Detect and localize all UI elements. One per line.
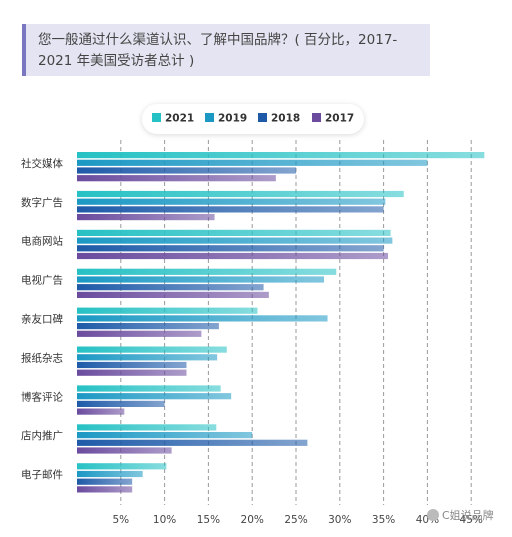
bar <box>77 315 328 322</box>
bar <box>77 229 391 236</box>
bar <box>77 237 393 244</box>
bar <box>77 354 218 361</box>
legend-swatch-2021 <box>152 113 161 122</box>
bar <box>77 252 388 260</box>
category-label: 电商网站 <box>21 235 63 248</box>
category-label: 电视广告 <box>21 274 63 287</box>
bar <box>77 463 167 470</box>
bar <box>77 424 217 431</box>
bar <box>77 369 187 376</box>
bar <box>77 291 269 298</box>
legend <box>142 104 364 134</box>
legend-label-2017: 2017 <box>325 113 354 125</box>
legend-swatch-2017 <box>312 113 321 122</box>
legend-label-2019: 2019 <box>218 113 247 125</box>
bar <box>77 167 296 174</box>
bar <box>77 206 384 213</box>
bar <box>77 307 258 314</box>
bar <box>77 175 276 182</box>
bar <box>77 408 125 415</box>
category-label: 报纸杂志 <box>21 351 63 364</box>
bar <box>77 214 215 221</box>
bar <box>77 330 202 337</box>
x-tick-label: 15% <box>197 514 220 526</box>
category-label: 亲友口碑 <box>21 313 63 326</box>
bar <box>77 284 264 291</box>
bar <box>77 478 133 485</box>
x-tick-label: 45% <box>460 514 483 526</box>
bar <box>77 432 253 439</box>
bar <box>77 447 172 454</box>
legend-swatch-2018 <box>258 113 267 122</box>
x-tick-label: 30% <box>328 514 351 526</box>
bar <box>77 268 337 275</box>
bar <box>77 400 165 407</box>
bar <box>77 346 227 353</box>
category-label: 社交媒体 <box>21 157 63 170</box>
category-label: 数字广告 <box>21 196 63 209</box>
watermark-text: C姐说品牌 <box>442 508 494 522</box>
x-tick-label: 10% <box>153 514 176 526</box>
chart-title-line-2: 2021 年美国受访者总计 ) <box>38 53 195 69</box>
bar <box>77 385 221 392</box>
legend-label-2018: 2018 <box>271 113 300 125</box>
legend-swatch-2019 <box>205 113 214 122</box>
chart-title-line-1: 您一般通过什么渠道认识、了解中国品牌？( 百分比，2017- <box>38 32 398 48</box>
x-tick-label: 35% <box>372 514 395 526</box>
legend-label-2021: 2021 <box>165 113 194 125</box>
bar <box>77 393 232 400</box>
bar <box>77 245 384 252</box>
bar <box>77 190 404 198</box>
x-tick-label: 25% <box>284 514 307 526</box>
bar <box>77 361 187 369</box>
category-label: 电子邮件 <box>21 468 63 481</box>
chart-title: 您一般通过什么渠道认识、了解中国品牌？( 百分比，2017- 2021 年美国受… <box>22 24 430 76</box>
bar <box>77 159 428 166</box>
bar <box>77 486 133 493</box>
x-tick-label: 20% <box>241 514 264 526</box>
bar <box>77 439 308 446</box>
category-label: 店内推广 <box>21 429 63 442</box>
bar <box>77 470 143 478</box>
bar <box>77 152 485 159</box>
bar <box>77 323 219 330</box>
watermark-icon <box>427 509 439 521</box>
bar <box>77 198 386 205</box>
category-label: 博客评论 <box>21 390 63 403</box>
x-tick-label: 5% <box>112 514 129 526</box>
bar <box>77 276 325 283</box>
